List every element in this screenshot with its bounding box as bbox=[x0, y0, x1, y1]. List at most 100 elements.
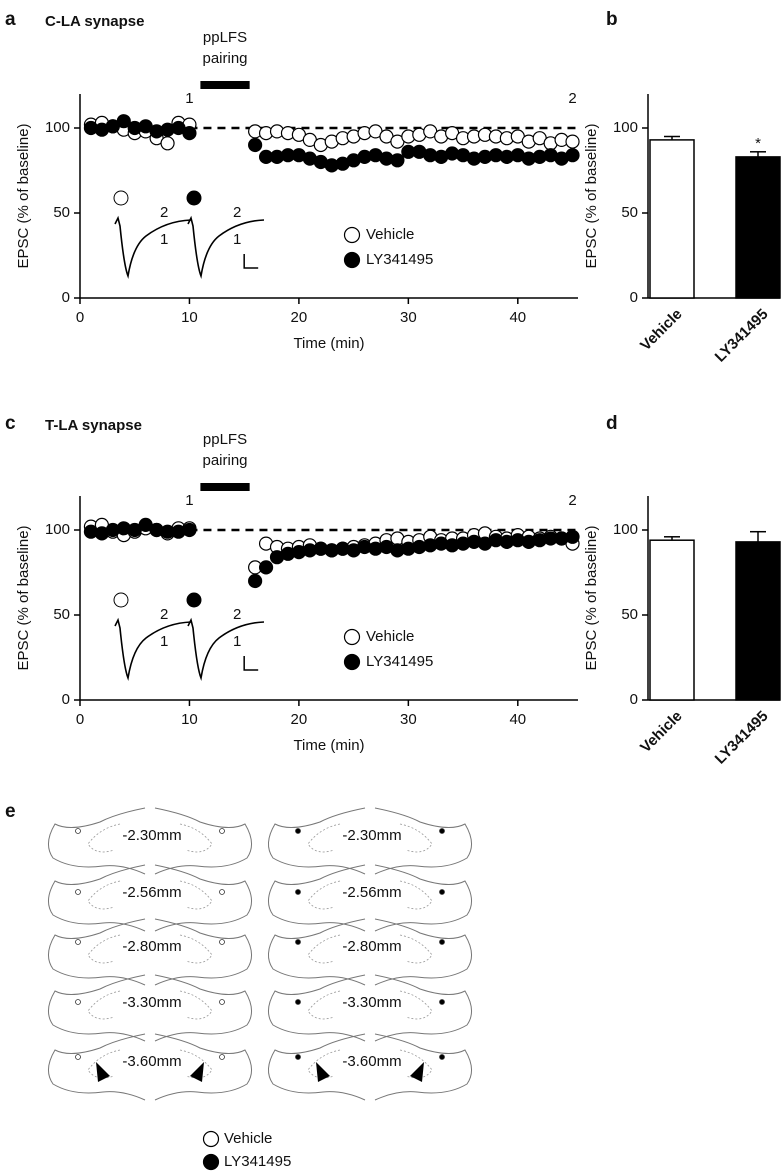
inset-trace bbox=[187, 215, 265, 279]
y-tick-label: 50 bbox=[621, 204, 638, 221]
level-label: -2.56mm bbox=[342, 884, 401, 901]
placement-dot bbox=[439, 1054, 445, 1060]
inset-label: 1 bbox=[233, 231, 241, 248]
placement-dot bbox=[75, 828, 81, 834]
x-axis-label: Time (min) bbox=[293, 737, 364, 754]
inset-label: 1 bbox=[233, 633, 241, 650]
y-tick-label: 50 bbox=[621, 606, 638, 623]
data-point bbox=[565, 134, 580, 149]
slice-detail bbox=[87, 823, 121, 853]
y-tick-label: 50 bbox=[53, 204, 70, 221]
pairing-label: ppLFS bbox=[203, 431, 247, 448]
x-tick-label: 40 bbox=[509, 309, 526, 326]
inset-label: 2 bbox=[160, 204, 168, 221]
y-axis-label: EPSC (% of baseline) bbox=[583, 123, 600, 268]
slice-outline bbox=[268, 1033, 366, 1101]
level-label: -2.80mm bbox=[122, 938, 181, 955]
slice-outline bbox=[268, 807, 366, 875]
data-point bbox=[390, 153, 405, 168]
slice-outline bbox=[374, 807, 472, 875]
slice-outline bbox=[268, 918, 366, 986]
x-tick-label: 40 bbox=[509, 711, 526, 728]
slice-outline bbox=[374, 918, 472, 986]
x-tick-label: LY341495 bbox=[712, 708, 772, 768]
level-label: -2.30mm bbox=[122, 827, 181, 844]
legend-label: LY341495 bbox=[224, 1153, 291, 1170]
placement-dot bbox=[75, 889, 81, 895]
legend-label: LY341495 bbox=[366, 653, 433, 670]
data-point bbox=[565, 529, 580, 544]
scale-bar bbox=[243, 254, 259, 269]
inset-trace bbox=[187, 617, 265, 681]
pairing-label: pairing bbox=[203, 50, 248, 67]
slice-outline bbox=[374, 864, 472, 932]
slice-detail bbox=[179, 823, 213, 853]
data-point bbox=[565, 148, 580, 163]
x-axis-label: Time (min) bbox=[293, 335, 364, 352]
slice-detail bbox=[179, 880, 213, 910]
x-tick-label: Vehicle bbox=[637, 708, 686, 757]
inset-marker bbox=[186, 190, 202, 206]
slice-outline bbox=[154, 1033, 252, 1101]
data-point bbox=[182, 522, 197, 538]
slice-outline bbox=[374, 1033, 472, 1101]
panel-letter: d bbox=[606, 413, 618, 434]
legend-marker bbox=[202, 1153, 220, 1171]
y-axis-label: EPSC (% of baseline) bbox=[583, 525, 600, 670]
x-tick-label: Vehicle bbox=[637, 306, 686, 355]
bar bbox=[735, 156, 781, 299]
significance-mark: * bbox=[755, 135, 761, 152]
slice-detail bbox=[307, 880, 341, 910]
placement-dot bbox=[219, 1054, 225, 1060]
pairing-label: ppLFS bbox=[203, 29, 247, 46]
time-annotation: 2 bbox=[568, 90, 576, 107]
legend-label: Vehicle bbox=[366, 628, 414, 645]
placement-dot bbox=[75, 939, 81, 945]
slice-detail bbox=[399, 823, 433, 853]
slice-detail bbox=[399, 880, 433, 910]
slice-detail bbox=[87, 880, 121, 910]
placement-dot bbox=[295, 999, 301, 1005]
legend-marker bbox=[343, 653, 361, 671]
level-label: -2.30mm bbox=[342, 827, 401, 844]
level-label: -2.80mm bbox=[342, 938, 401, 955]
x-tick-label: 0 bbox=[76, 711, 84, 728]
x-tick-label: 0 bbox=[76, 309, 84, 326]
slice-outline bbox=[154, 974, 252, 1042]
placement-dot bbox=[295, 889, 301, 895]
data-point bbox=[248, 573, 263, 589]
y-tick-label: 100 bbox=[613, 521, 638, 538]
inset-label: 2 bbox=[233, 204, 241, 221]
inset-trace bbox=[114, 215, 192, 279]
level-label: -3.60mm bbox=[122, 1053, 181, 1070]
x-tick-label: LY341495 bbox=[712, 306, 772, 366]
placement-dot bbox=[439, 939, 445, 945]
data-point bbox=[182, 126, 197, 141]
x-tick-label: 30 bbox=[400, 309, 417, 326]
legend-label: Vehicle bbox=[366, 226, 414, 243]
slice-detail bbox=[179, 990, 213, 1020]
inset-label: 2 bbox=[160, 606, 168, 623]
inset-label: 2 bbox=[233, 606, 241, 623]
slice-detail bbox=[307, 990, 341, 1020]
panel-title: C-LA synapse bbox=[45, 13, 144, 30]
placement-dot bbox=[219, 939, 225, 945]
y-tick-label: 100 bbox=[45, 119, 70, 136]
placement-dot bbox=[75, 1054, 81, 1060]
slice-outline bbox=[374, 974, 472, 1042]
panel-letter: a bbox=[5, 9, 16, 30]
placement-dot bbox=[439, 999, 445, 1005]
placement-dot bbox=[439, 889, 445, 895]
x-tick-label: 20 bbox=[291, 309, 308, 326]
slice-outline bbox=[268, 864, 366, 932]
y-tick-label: 0 bbox=[630, 289, 638, 306]
data-point bbox=[258, 560, 274, 575]
bar bbox=[735, 541, 781, 701]
time-annotation: 2 bbox=[568, 492, 576, 509]
placement-dot bbox=[295, 939, 301, 945]
placement-dot bbox=[219, 889, 225, 895]
slice-outline bbox=[154, 807, 252, 875]
y-tick-label: 0 bbox=[62, 289, 70, 306]
slice-detail bbox=[399, 990, 433, 1020]
x-tick-label: 10 bbox=[181, 309, 198, 326]
